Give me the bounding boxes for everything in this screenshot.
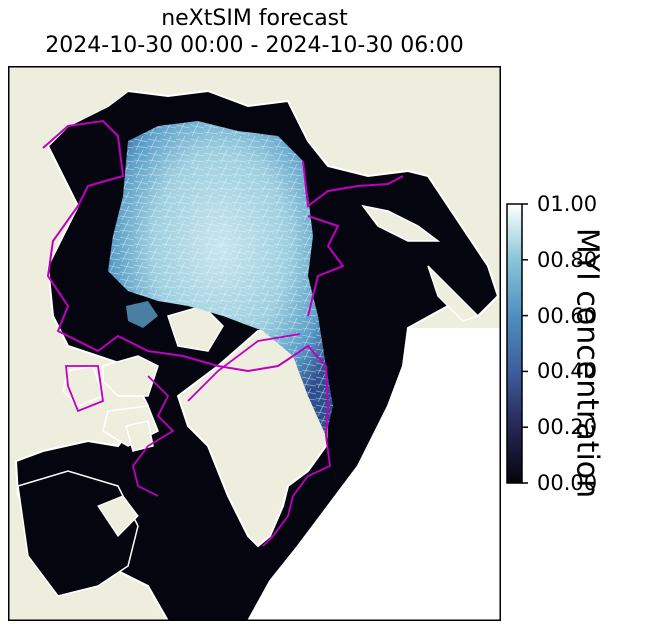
labrador-land xyxy=(97,495,139,537)
ice-edge-contour xyxy=(65,365,104,413)
colorbar-ticks xyxy=(522,203,528,484)
colorbar-tick-label: 00.60 xyxy=(537,304,598,328)
colorbar-tick-label: 01.00 xyxy=(537,192,598,216)
colorbar xyxy=(506,203,528,484)
arctic-map xyxy=(8,66,501,621)
colorbar-gradient xyxy=(506,203,523,484)
outside-domain xyxy=(248,328,501,621)
ice-edge-contour xyxy=(42,119,330,437)
figure-title: neXtSIM forecast xyxy=(161,6,348,31)
siberia-land xyxy=(308,66,501,176)
ice-edge-contour xyxy=(307,215,345,317)
colorbar-tick-label: 00.80 xyxy=(537,248,598,272)
colorbar-tick-label: 00.40 xyxy=(537,359,598,383)
map-frame xyxy=(8,66,501,621)
ice-edge-contour xyxy=(302,160,404,208)
myi-small-patch xyxy=(126,301,158,328)
taymyr-land xyxy=(361,204,441,242)
colorbar-tick-label: 00.00 xyxy=(537,471,598,495)
archipelago-island xyxy=(125,420,154,452)
colorbar-label: MYI concentration xyxy=(569,227,605,499)
novaya-zemlya xyxy=(427,265,480,322)
forecast-period: 2024-10-30 00:00 - 2024-10-30 06:00 xyxy=(45,33,464,58)
ice-edge-contour xyxy=(262,435,331,547)
archipelago-island xyxy=(102,355,159,397)
ice-edge-contour xyxy=(132,375,175,497)
myi-ice-texture xyxy=(108,121,333,436)
alaska-land xyxy=(8,66,138,151)
colorbar-tick-label: 00.20 xyxy=(537,415,598,439)
colorbar-label-wrapper: MYI concentration xyxy=(567,228,607,498)
ice-edge-contour xyxy=(187,333,301,402)
